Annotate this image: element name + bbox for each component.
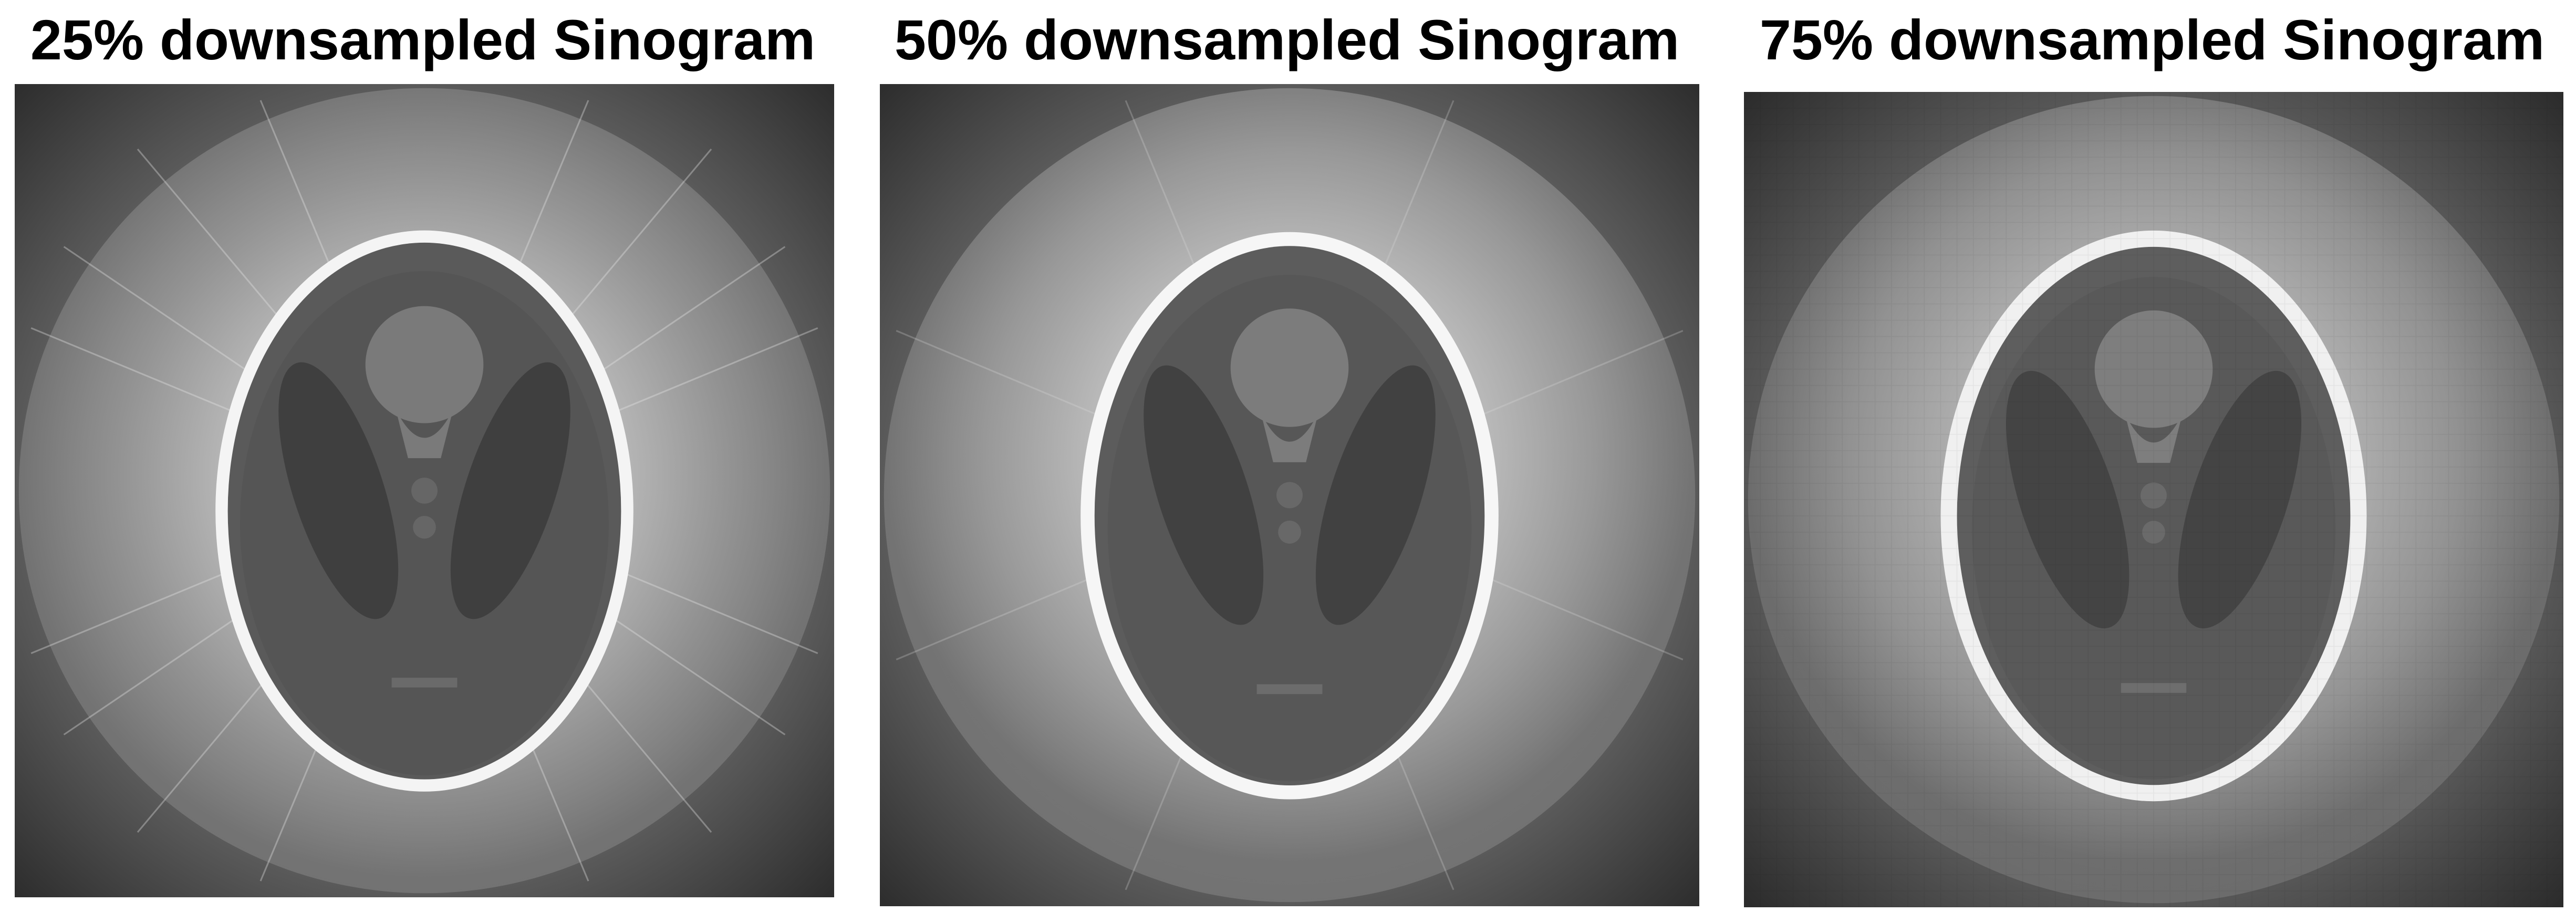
- panel-title: 25% downsampled Sinogram: [30, 7, 816, 71]
- reconstruction-image-75: [1744, 92, 2563, 907]
- panel-50: 50% downsampled Sinogram: [861, 0, 1712, 912]
- phantom-graphic: [880, 84, 1699, 906]
- panel-title: 75% downsampled Sinogram: [1759, 7, 2545, 71]
- phantom-graphic: [1744, 92, 2563, 907]
- reconstruction-image-25: [15, 84, 834, 897]
- panel-title: 50% downsampled Sinogram: [894, 7, 1680, 71]
- panel-25: 25% downsampled Sinogram: [0, 0, 846, 912]
- reconstruction-image-50: [880, 84, 1699, 906]
- phantom-graphic: [15, 84, 834, 897]
- panel-75: 75% downsampled Sinogram: [1728, 0, 2576, 912]
